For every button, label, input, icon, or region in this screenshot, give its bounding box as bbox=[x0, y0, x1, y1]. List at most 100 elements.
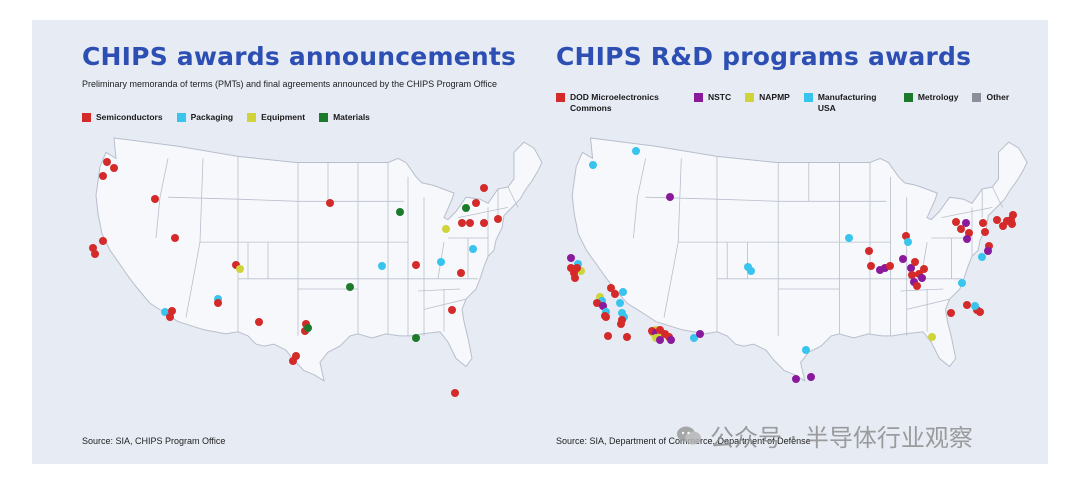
us-map-awards bbox=[89, 137, 543, 397]
legend-label: Packaging bbox=[190, 112, 234, 122]
award-location-marker bbox=[166, 313, 174, 321]
award-location-marker bbox=[602, 313, 610, 321]
state-border bbox=[941, 207, 993, 218]
award-location-marker bbox=[957, 225, 965, 233]
legend-item-equipment: Equipment bbox=[247, 112, 305, 123]
award-location-marker bbox=[845, 234, 853, 242]
award-location-marker bbox=[619, 288, 627, 296]
state-border bbox=[423, 298, 467, 310]
legend-swatch bbox=[745, 93, 755, 102]
award-location-marker bbox=[616, 299, 624, 307]
award-location-marker bbox=[378, 262, 386, 270]
award-location-marker bbox=[984, 247, 992, 255]
award-location-marker bbox=[593, 299, 601, 307]
left-legend: Semiconductors Packaging Equipment Mater… bbox=[82, 112, 384, 123]
award-location-marker bbox=[979, 219, 987, 227]
award-location-marker bbox=[110, 164, 118, 172]
legend-item-dod-microelectronics-commons: DOD Microelectronics Commons bbox=[556, 92, 680, 114]
award-location-marker bbox=[151, 195, 159, 203]
award-location-marker bbox=[907, 264, 915, 272]
award-location-marker bbox=[326, 199, 334, 207]
award-location-marker bbox=[667, 336, 675, 344]
award-location-marker bbox=[458, 219, 466, 227]
left-source: Source: SIA, CHIPS Program Office bbox=[82, 436, 226, 446]
award-location-marker bbox=[908, 271, 916, 279]
award-location-marker bbox=[666, 193, 674, 201]
legend-swatch bbox=[972, 93, 982, 102]
legend-label: Other bbox=[986, 92, 1010, 102]
award-location-marker bbox=[412, 334, 420, 342]
award-location-marker bbox=[947, 309, 955, 317]
award-location-marker bbox=[599, 302, 607, 310]
legend-swatch bbox=[247, 113, 257, 122]
award-location-marker bbox=[448, 306, 456, 314]
left-subtitle: Preliminary memoranda of terms (PMTs) an… bbox=[82, 79, 498, 89]
legend-swatch bbox=[903, 93, 913, 102]
state-border bbox=[155, 158, 169, 239]
legend-label: Equipment bbox=[261, 112, 306, 122]
award-location-marker bbox=[632, 147, 640, 155]
award-location-marker bbox=[807, 373, 815, 381]
award-location-marker bbox=[623, 333, 631, 341]
legend-item-nstc: NSTC bbox=[694, 92, 731, 103]
legend-label: NSTC bbox=[708, 92, 732, 102]
award-location-marker bbox=[993, 216, 1001, 224]
award-location-marker bbox=[913, 282, 921, 290]
right-title: CHIPS R&D programs awards bbox=[556, 42, 972, 71]
award-location-marker bbox=[920, 265, 928, 273]
award-location-marker bbox=[451, 389, 459, 397]
award-location-marker bbox=[865, 247, 873, 255]
us-land-outline bbox=[571, 137, 1028, 382]
left-title: CHIPS awards announcements bbox=[82, 42, 517, 71]
award-location-marker bbox=[963, 235, 971, 243]
award-location-marker bbox=[899, 255, 907, 263]
award-location-marker bbox=[886, 262, 894, 270]
award-location-marker bbox=[469, 245, 477, 253]
right-source: Source: SIA, Department of Commerce, Dep… bbox=[556, 436, 811, 446]
state-border bbox=[645, 196, 718, 200]
award-location-marker bbox=[255, 318, 263, 326]
legend-item-materials: Materials bbox=[319, 112, 370, 123]
award-location-marker bbox=[911, 258, 919, 266]
state-border bbox=[906, 298, 950, 310]
wechat-icon bbox=[677, 426, 701, 444]
award-location-marker bbox=[747, 267, 755, 275]
award-location-marker bbox=[963, 301, 971, 309]
award-location-marker bbox=[437, 258, 445, 266]
legend-item-other: Other bbox=[972, 92, 1009, 103]
award-location-marker bbox=[236, 265, 244, 273]
award-location-marker bbox=[918, 274, 926, 282]
award-location-marker bbox=[466, 219, 474, 227]
right-legend: DOD Microelectronics Commons NSTC NAPMP … bbox=[556, 92, 1023, 114]
award-location-marker bbox=[99, 172, 107, 180]
award-location-marker bbox=[958, 279, 966, 287]
state-border bbox=[167, 196, 239, 200]
award-location-marker bbox=[617, 320, 625, 328]
award-location-marker bbox=[971, 302, 979, 310]
state-border bbox=[507, 186, 519, 208]
legend-item-packaging: Packaging bbox=[176, 112, 234, 123]
watermark: 公众号 · 半导体行业观察 bbox=[676, 418, 973, 453]
right-section: CHIPS R&D programs awards DOD Microelect… bbox=[552, 20, 1048, 464]
award-location-marker bbox=[91, 250, 99, 258]
award-location-marker bbox=[604, 332, 612, 340]
award-location-marker bbox=[161, 308, 169, 316]
state-border bbox=[992, 186, 1003, 208]
legend-swatch bbox=[803, 93, 813, 102]
award-location-marker bbox=[214, 299, 222, 307]
award-location-marker bbox=[412, 261, 420, 269]
award-location-marker bbox=[571, 274, 579, 282]
state-border bbox=[417, 288, 461, 292]
legend-swatch bbox=[556, 93, 565, 102]
award-location-marker bbox=[494, 215, 502, 223]
award-location-marker bbox=[962, 219, 970, 227]
award-location-marker bbox=[696, 330, 704, 338]
award-location-marker bbox=[346, 283, 354, 291]
award-location-marker bbox=[656, 336, 664, 344]
left-section: CHIPS awards announcements Preliminary m… bbox=[32, 20, 552, 464]
legend-label: Semiconductors bbox=[96, 112, 163, 122]
award-location-marker bbox=[103, 158, 111, 166]
award-location-marker bbox=[589, 161, 597, 169]
watermark-text: 公众号 · 半导体行业观察 bbox=[710, 424, 973, 452]
award-location-marker bbox=[802, 346, 810, 354]
